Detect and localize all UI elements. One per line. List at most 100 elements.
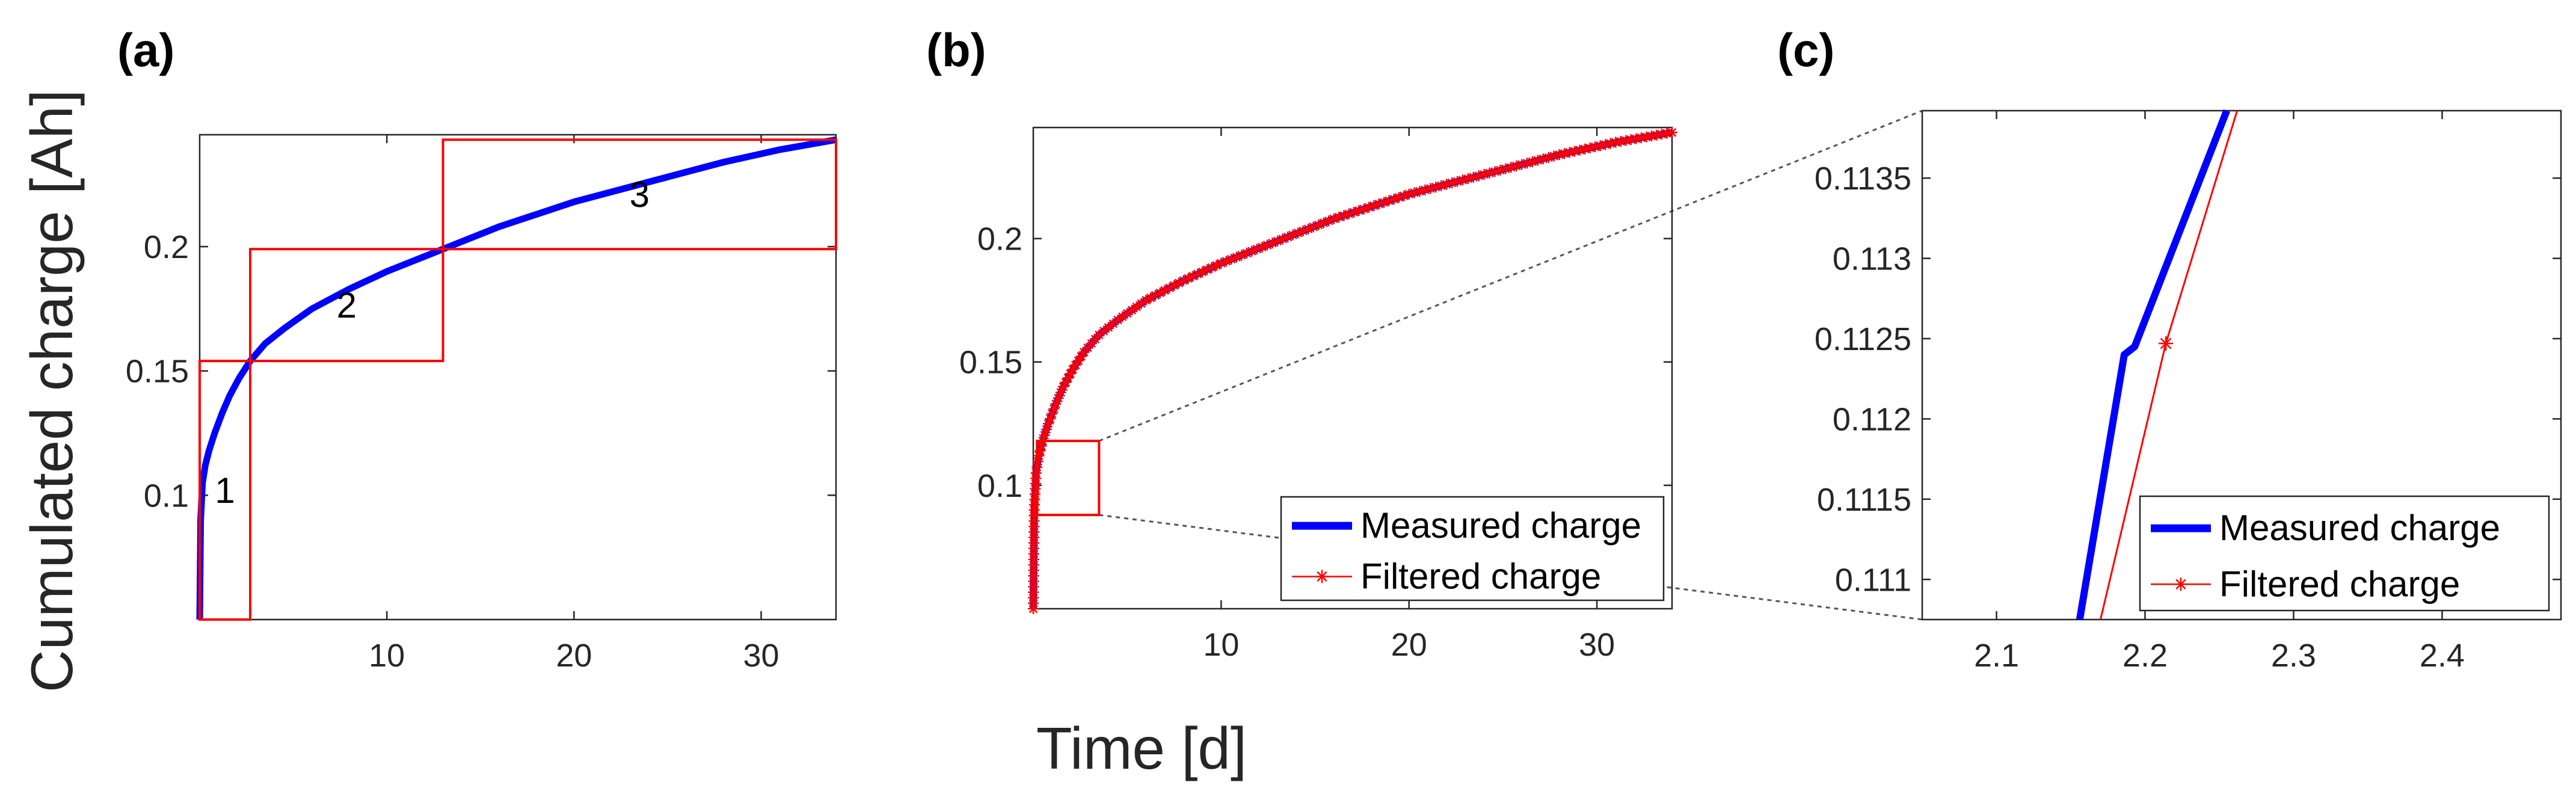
x-axis-label: Time [d] bbox=[1036, 715, 1247, 781]
panel-b-filtered-marker-stroke bbox=[1442, 180, 1451, 189]
y-axis-label: Cumulated charge [Ah] bbox=[19, 90, 85, 692]
panel-b-filtered-marker bbox=[1187, 271, 1199, 282]
panel-b-filtered-marker-stroke bbox=[1410, 188, 1419, 197]
panel-b-filtered-marker-stroke bbox=[1585, 143, 1594, 153]
panel-b-filtered-marker-stroke bbox=[1549, 152, 1558, 161]
panel-c-filtered-marker-stroke bbox=[2160, 337, 2172, 349]
panel-b-filtered-marker-stroke bbox=[1037, 441, 1046, 451]
panel-a-region-1-label: 1 bbox=[215, 470, 235, 511]
panel-c-xtick-label: 2.3 bbox=[2271, 638, 2316, 674]
panel-b-ytick-label: 0.1 bbox=[977, 468, 1022, 504]
panel-b-filtered-marker-stroke bbox=[1507, 162, 1516, 172]
panel-b-filtered-marker-stroke bbox=[1447, 178, 1457, 188]
panel-a-region-2-box bbox=[249, 248, 444, 363]
panel-b-filtered-marker-stroke bbox=[1575, 146, 1584, 155]
panel-b-filtered-marker-stroke bbox=[1485, 168, 1494, 177]
panel-b-filtered-marker-stroke bbox=[1344, 209, 1354, 218]
panel-a-xtick-label: 10 bbox=[369, 638, 405, 674]
panel-b-filtered-marker-stroke bbox=[1349, 208, 1359, 217]
panel-b-filtered-marker-stroke bbox=[1560, 149, 1569, 158]
panel-a-measured-line bbox=[196, 136, 837, 620]
panel-b-filtered-marker bbox=[1065, 368, 1076, 380]
panel-c-legend-label: Filtered charge bbox=[2219, 564, 2460, 604]
panel-c-plot: 2.1 2.2 2.3 2.4 0.111 0.1115 0.112 0.1125 0.113 0… bbox=[1815, 109, 2562, 674]
panel-label-a: (a) bbox=[117, 23, 174, 76]
panel-b-filtered-marker-stroke bbox=[1501, 164, 1510, 173]
panel-a-region-3-box bbox=[441, 138, 837, 251]
panel-b-filtered-marker-stroke bbox=[1400, 191, 1409, 200]
panel-a-xtick-label: 30 bbox=[743, 638, 779, 674]
panel-b-filtered-marker-stroke bbox=[1359, 205, 1368, 214]
panel-b-filtered-marker bbox=[1383, 195, 1395, 206]
panel-label-c: (c) bbox=[1777, 23, 1834, 76]
panel-b-plot: 10 20 30 0.1 0.15 0.2 Measured charge Filtered … bbox=[959, 126, 1677, 663]
panel-c-legend-marker-filtered bbox=[2174, 577, 2187, 591]
panel-b-filtered-marker-stroke bbox=[1437, 181, 1446, 190]
panel-c-ytick-label: 0.112 bbox=[1833, 401, 1911, 437]
panel-b-filtered-marker-stroke bbox=[1667, 128, 1677, 137]
panel-b-zoom-box bbox=[1036, 440, 1101, 517]
panel-b-xtick-label: 10 bbox=[1203, 627, 1239, 663]
panel-b-filtered-marker-stroke bbox=[1431, 182, 1440, 192]
panel-c-legend-label: Measured charge bbox=[2219, 508, 2500, 548]
panel-b-filtered-marker bbox=[1373, 198, 1385, 210]
panel-b-filtered-marker-stroke bbox=[1601, 140, 1610, 149]
panel-b-filtered-marker-stroke bbox=[1329, 214, 1339, 224]
panel-b-filtered-marker-stroke bbox=[1474, 171, 1483, 180]
panel-b-filtered-marker-stroke bbox=[1517, 160, 1526, 169]
panel-b-legend-label: Measured charge bbox=[1360, 505, 1641, 546]
panel-c-filtered-marker bbox=[2159, 336, 2174, 351]
panel-a-ytick-label: 0.2 bbox=[144, 229, 189, 265]
panel-b-filtered-marker-stroke bbox=[1480, 170, 1489, 179]
panel-b-filtered-marker bbox=[1409, 187, 1420, 198]
panel-b-filtered-marker-stroke bbox=[1339, 211, 1348, 220]
panel-b-filtered-marker bbox=[1122, 308, 1133, 319]
panel-c-ytick-label: 0.111 bbox=[1835, 562, 1911, 598]
panel-b-filtered-marker-stroke bbox=[1426, 184, 1435, 193]
panel-b-legend-marker-filtered-stroke bbox=[1317, 571, 1327, 582]
panel-c-xtick-label: 2.4 bbox=[2420, 638, 2465, 674]
panel-b-filtered-marker-stroke bbox=[1374, 199, 1383, 209]
panel-a-plot: 10 20 30 0.1 0.15 0.2 1 2 3 bbox=[126, 134, 837, 674]
panel-c-measured-line bbox=[2076, 109, 2230, 620]
panel-a-xtick-label: 20 bbox=[556, 638, 592, 674]
panel-c-legend-marker-filtered-stroke bbox=[2175, 579, 2186, 589]
panel-b-filtered-marker-stroke bbox=[1539, 154, 1548, 164]
panel-b-filtered-marker-stroke bbox=[1596, 141, 1605, 150]
panel-b-filtered-marker-stroke bbox=[1415, 186, 1424, 196]
panel-c-ytick-label: 0.113 bbox=[1833, 241, 1911, 277]
panel-b-axes-frame bbox=[1032, 126, 1673, 610]
panel-b-legend-marker-filtered bbox=[1315, 570, 1329, 583]
panel-b-filtered-marker bbox=[1522, 158, 1533, 169]
panel-b-filtered-marker bbox=[1462, 173, 1474, 184]
panel-a-region-1-box bbox=[198, 360, 252, 621]
panel-c-xtick-label: 2.1 bbox=[1974, 638, 2019, 674]
panel-b-filtered-marker-stroke bbox=[1421, 185, 1430, 194]
panel-b-filtered-marker-stroke bbox=[1522, 158, 1532, 168]
panel-b-filtered-marker-stroke bbox=[1565, 148, 1574, 157]
panel-b-filtered-marker bbox=[1554, 149, 1565, 161]
panel-label-b: (b) bbox=[926, 23, 986, 76]
panel-b-filtered-marker-stroke bbox=[1389, 194, 1398, 204]
panel-a-region-2-label: 2 bbox=[337, 285, 357, 325]
panel-b-filtered-marker bbox=[1495, 164, 1506, 176]
panel-b-filtered-marker-stroke bbox=[1463, 174, 1473, 183]
panel-b-filtered-marker-stroke bbox=[1490, 167, 1499, 176]
panel-a-ytick-label: 0.15 bbox=[126, 354, 189, 390]
panel-b-filtered-marker-stroke bbox=[1580, 144, 1590, 154]
panel-b-filtered-marker-stroke bbox=[1334, 212, 1344, 222]
panel-b-xtick-label: 20 bbox=[1391, 627, 1427, 663]
panel-b-filtered-marker-stroke bbox=[1496, 165, 1505, 175]
panel-c-ytick-label: 0.1115 bbox=[1817, 482, 1911, 518]
panel-b-filtered-marker-stroke bbox=[1394, 192, 1404, 202]
panel-b-legend-label: Filtered charge bbox=[1360, 556, 1601, 596]
panel-b-filtered-marker-stroke bbox=[1452, 177, 1462, 186]
panel-b-filtered-marker-stroke bbox=[1385, 196, 1394, 205]
panel-b-filtered-marker-stroke bbox=[1590, 142, 1600, 152]
panel-b-filtered-marker-stroke bbox=[1354, 206, 1363, 215]
panel-b-filtered-marker-stroke bbox=[1606, 139, 1615, 148]
panel-c-legend-box bbox=[2139, 495, 2550, 612]
panel-b-filtered-marker-stroke bbox=[1369, 201, 1379, 211]
panel-b-filtered-marker-stroke bbox=[1469, 173, 1478, 182]
